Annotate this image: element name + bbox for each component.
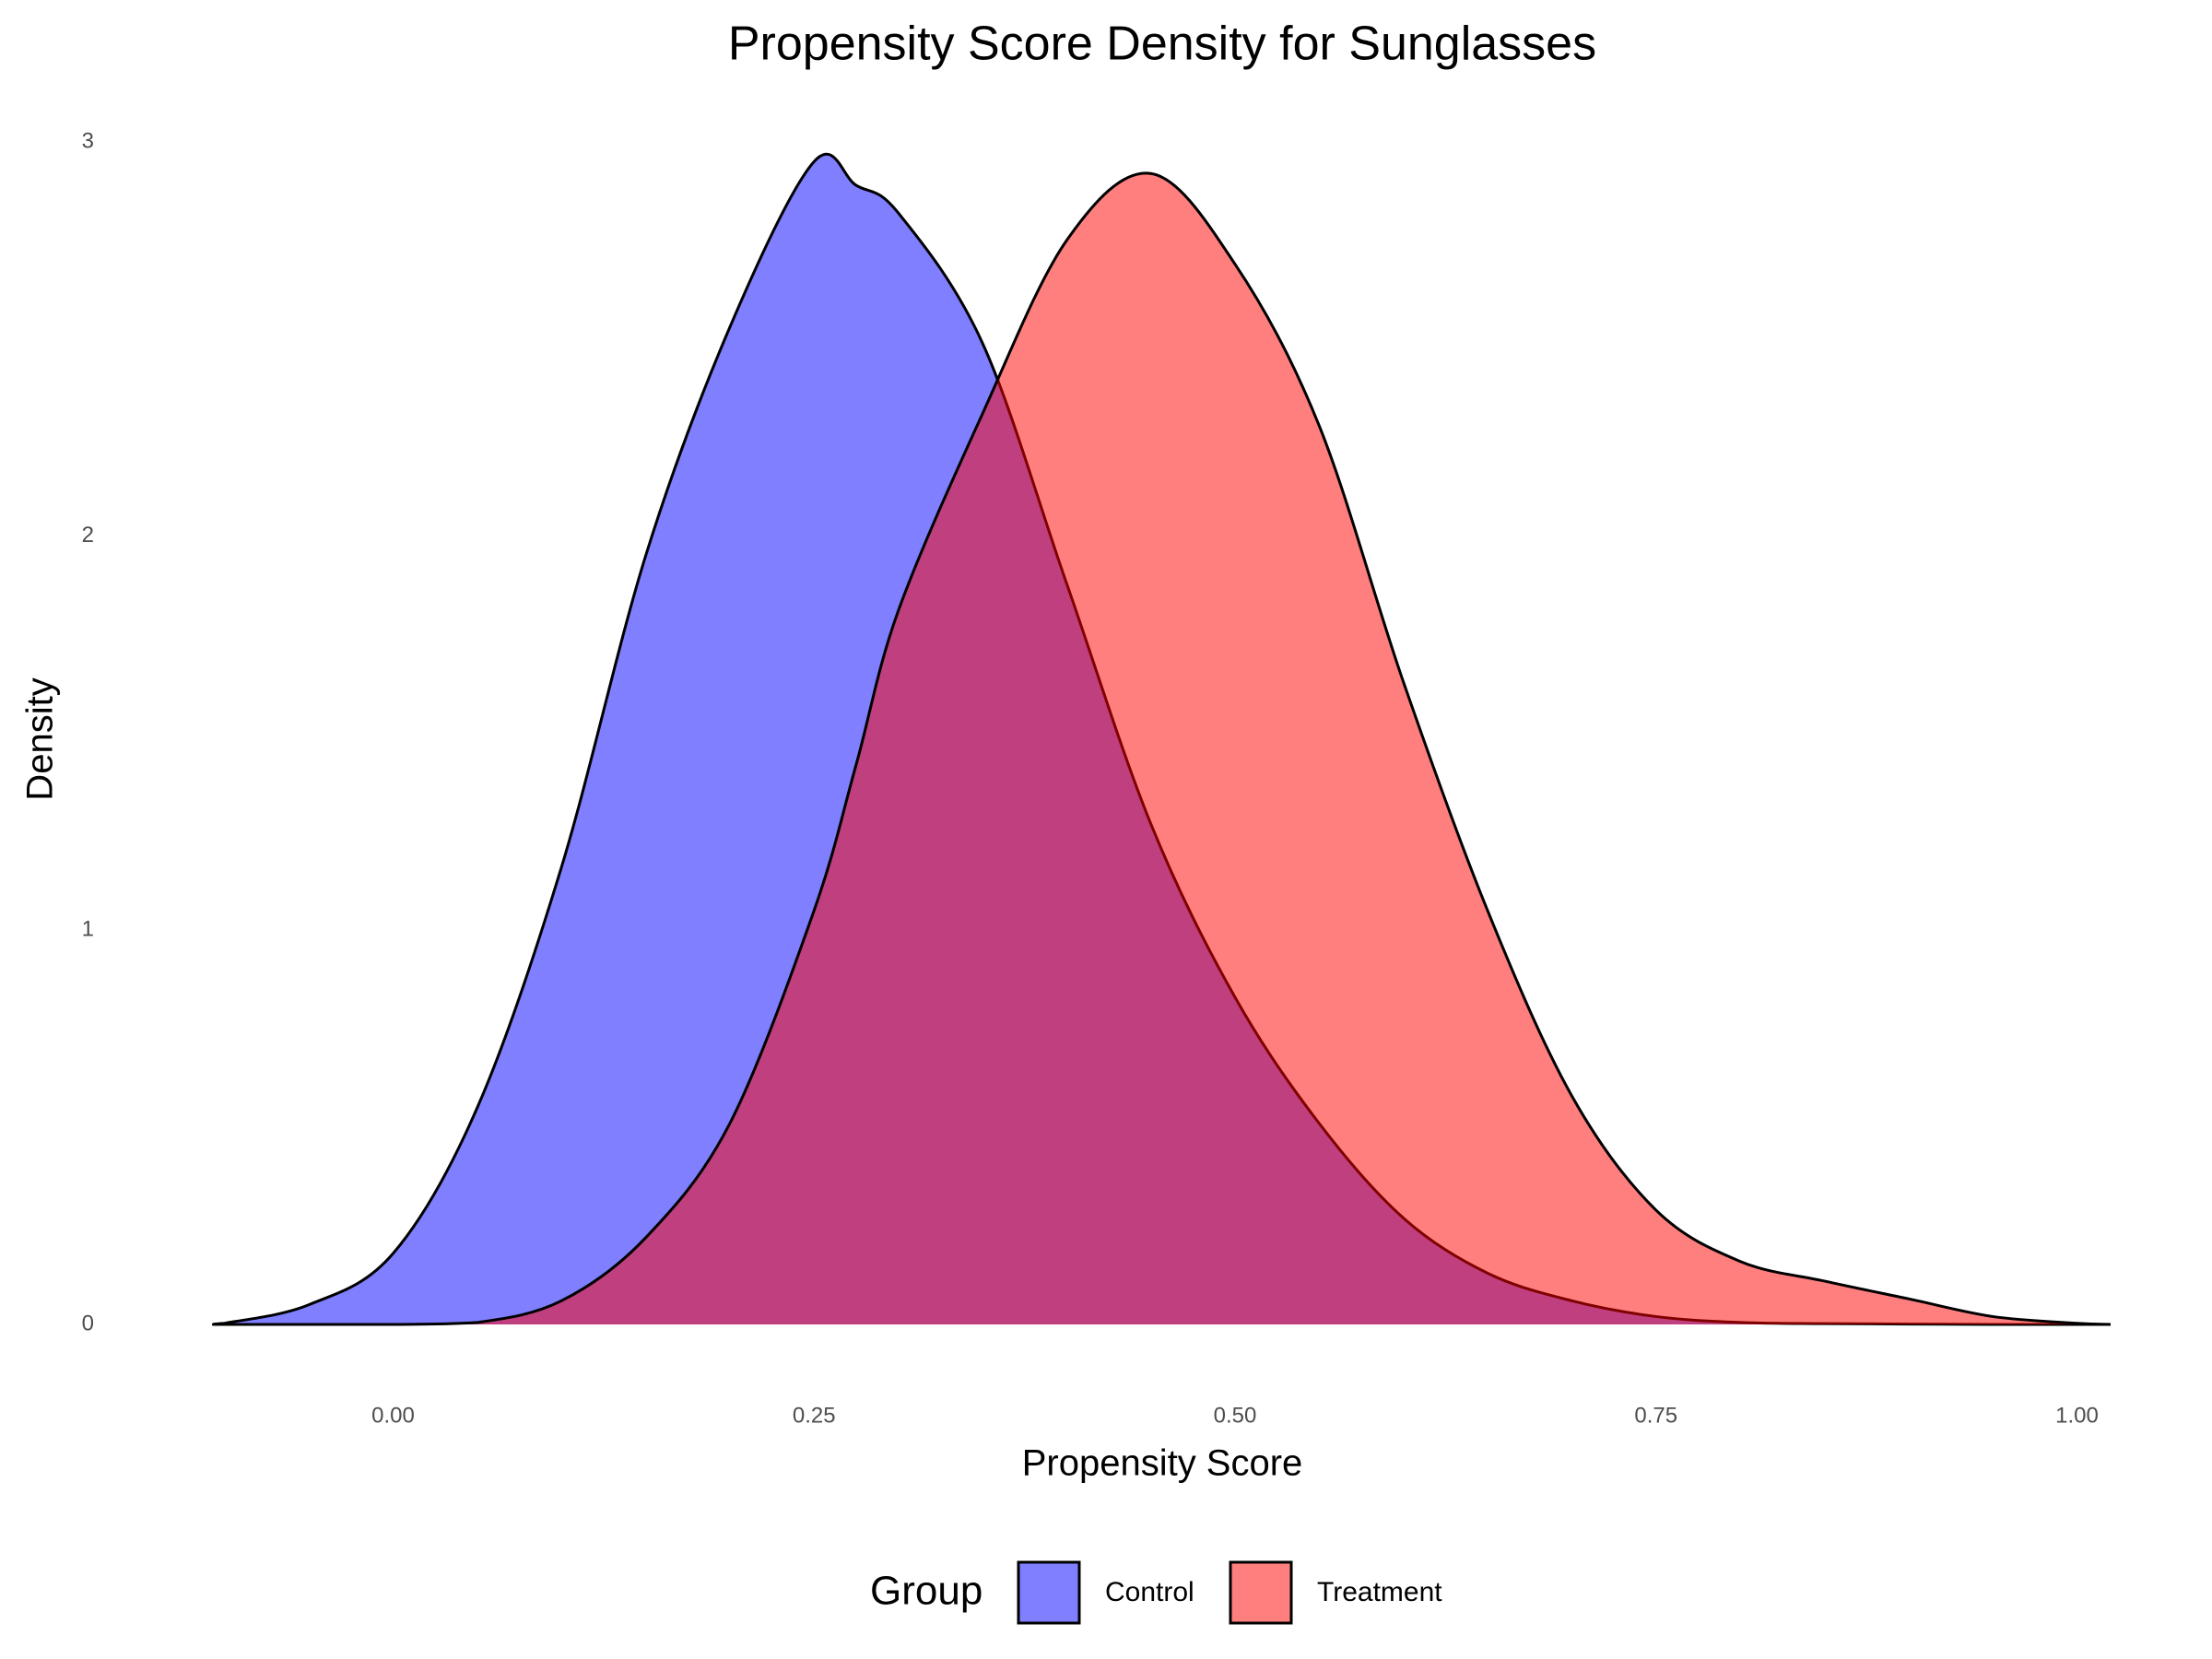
density-area <box>213 154 2111 1325</box>
x-tick-label: 0.50 <box>1214 1403 1257 1428</box>
y-tick-label: 3 <box>82 128 94 153</box>
legend-swatch <box>1229 1560 1293 1625</box>
x-tick-label: 0.25 <box>793 1403 836 1428</box>
legend-swatch <box>1017 1560 1081 1625</box>
y-tick-label: 2 <box>82 523 94 547</box>
chart-title: Propensity Score Density for Sunglasses <box>728 18 1596 71</box>
x-tick-label: 0.00 <box>371 1403 415 1428</box>
density-line <box>211 171 2112 1326</box>
legend-title: Group <box>870 1569 982 1614</box>
legend-label: Treatment <box>1317 1577 1442 1607</box>
density-area <box>213 172 2111 1325</box>
y-axis-title: Density <box>20 677 61 800</box>
x-tick-label: 0.75 <box>1634 1403 1677 1428</box>
y-tick-label: 1 <box>82 917 94 942</box>
y-tick-label: 0 <box>82 1311 94 1335</box>
legend-label: Control <box>1105 1577 1194 1607</box>
x-tick-label: 1.00 <box>2055 1403 2099 1428</box>
x-axis-title: Propensity Score <box>1022 1443 1303 1484</box>
